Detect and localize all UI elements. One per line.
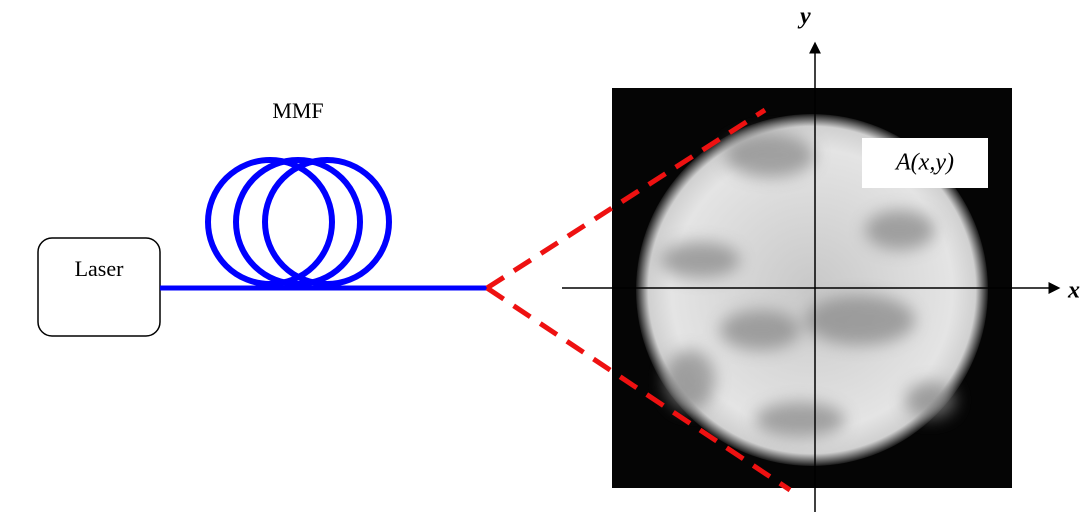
laser-label: Laser [75, 256, 125, 281]
fiber-coils [208, 160, 389, 284]
x-axis-label: x [1067, 278, 1080, 304]
y-axis-label: y [797, 4, 811, 30]
field-label: A(x,y) [894, 150, 954, 176]
laser-box [38, 238, 160, 336]
diagram: Laser MMF y x A(x,y) [0, 0, 1083, 512]
mmf-label: MMF [272, 98, 323, 123]
